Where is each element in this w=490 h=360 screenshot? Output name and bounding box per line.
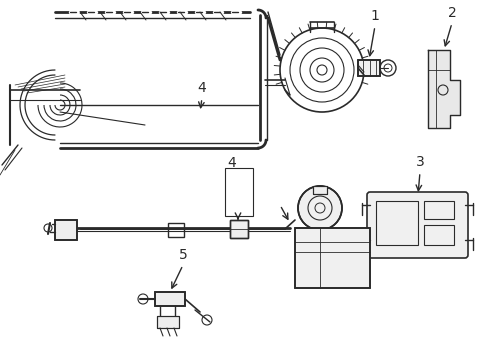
Bar xyxy=(313,186,327,194)
Text: 3: 3 xyxy=(416,155,424,169)
Bar xyxy=(295,228,370,288)
Text: 1: 1 xyxy=(370,9,379,23)
Text: 5: 5 xyxy=(179,248,187,262)
FancyBboxPatch shape xyxy=(367,192,468,258)
Bar xyxy=(168,223,184,237)
Bar xyxy=(230,220,248,238)
Bar xyxy=(424,225,454,245)
Circle shape xyxy=(298,186,342,230)
Text: 4: 4 xyxy=(197,81,206,95)
Bar xyxy=(155,292,185,306)
Bar xyxy=(424,201,454,219)
Bar xyxy=(358,60,380,76)
Bar xyxy=(230,220,248,238)
Bar xyxy=(157,316,179,328)
Bar xyxy=(157,316,179,328)
Bar xyxy=(55,220,77,240)
Bar xyxy=(358,60,380,76)
Bar xyxy=(376,201,418,245)
Bar xyxy=(313,186,327,194)
Polygon shape xyxy=(428,50,460,128)
Bar xyxy=(55,220,77,240)
Text: 2: 2 xyxy=(448,6,456,20)
Bar xyxy=(155,292,185,306)
Bar xyxy=(225,168,253,216)
Bar xyxy=(295,228,370,288)
Text: 4: 4 xyxy=(228,156,236,170)
